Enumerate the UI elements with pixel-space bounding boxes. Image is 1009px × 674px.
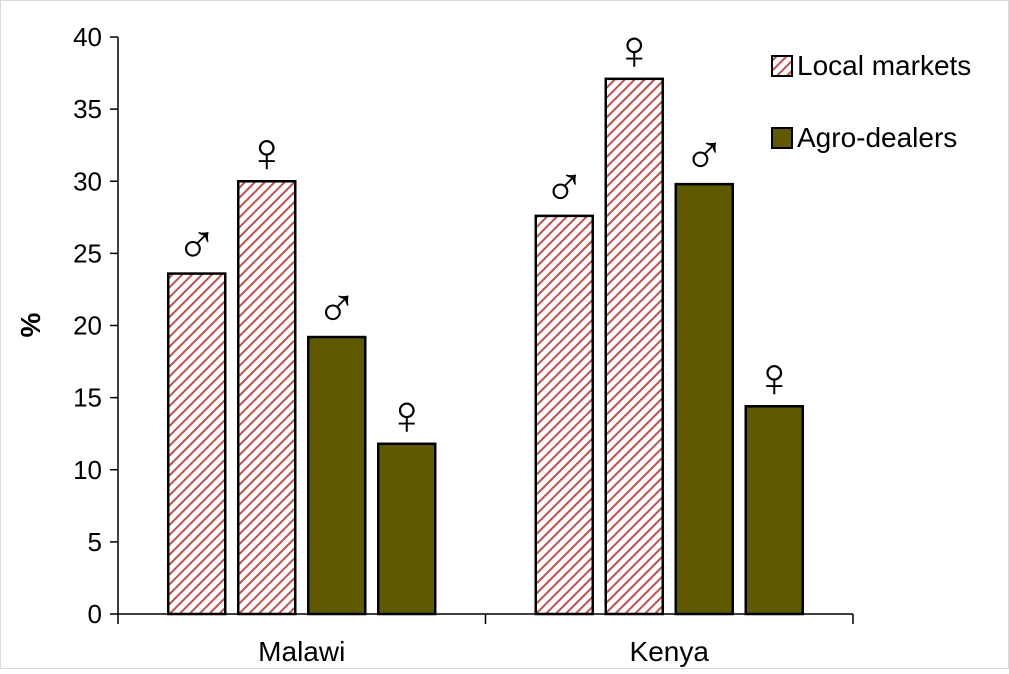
y-tick-label: 30 [73, 166, 102, 196]
y-tick-label: 5 [88, 527, 102, 557]
male-symbol-icon: ♂ [683, 123, 725, 186]
bar-kenya-local-markets-male [534, 214, 594, 616]
male-symbol-icon: ♂ [316, 276, 358, 339]
bar-malawi-agro-dealers-female [377, 442, 437, 616]
legend-label-agro-dealers: Agro-dealers [797, 122, 957, 153]
y-tick-label: 15 [73, 383, 102, 413]
bars [167, 77, 804, 616]
male-symbol-icon: ♂ [176, 213, 218, 276]
female-symbol-icon: ♀ [753, 345, 795, 408]
gender-symbols: ♂ ♀ ♂ ♀ ♂ ♀ ♂ ♀ [176, 18, 796, 446]
female-symbol-icon: ♀ [246, 120, 288, 183]
y-tick-label: 10 [73, 455, 102, 485]
legend-swatch-local-markets [771, 55, 793, 77]
female-symbol-icon: ♀ [613, 18, 655, 81]
legend-swatch-agro-dealers [771, 127, 793, 149]
bar-malawi-agro-dealers-male [307, 335, 367, 616]
x-tick-label: Kenya [630, 636, 710, 667]
bar-malawi-local-markets-female [237, 180, 297, 616]
y-tick-label: 20 [73, 311, 102, 341]
male-symbol-icon: ♂ [543, 155, 585, 218]
x-tick-label: Malawi [258, 636, 345, 667]
bar-kenya-local-markets-female [604, 77, 664, 616]
y-tick-label: 35 [73, 94, 102, 124]
y-tick-label: 40 [73, 22, 102, 52]
bar-kenya-agro-dealers-male [674, 182, 734, 616]
y-tick-label: 25 [73, 238, 102, 268]
y-axis-label: % [15, 312, 46, 337]
tick-labels: 0 5 10 15 20 25 30 35 40 Malawi Kenya [73, 22, 709, 667]
bar-malawi-local-markets-male [167, 272, 227, 616]
y-tick-label: 0 [88, 599, 102, 629]
female-symbol-icon: ♀ [386, 383, 428, 446]
bar-kenya-agro-dealers-female [744, 405, 804, 616]
legend-label-local-markets: Local markets [797, 50, 971, 81]
legend: Local markets Agro-dealers [771, 50, 971, 153]
